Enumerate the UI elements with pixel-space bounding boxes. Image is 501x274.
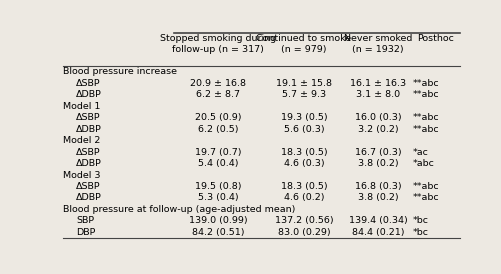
Text: ΔDBP: ΔDBP (76, 125, 102, 134)
Text: 19.1 ± 15.8: 19.1 ± 15.8 (276, 79, 331, 88)
Text: 19.7 (0.7): 19.7 (0.7) (195, 148, 241, 157)
Text: 4.6 (0.3): 4.6 (0.3) (283, 159, 324, 168)
Text: **abc: **abc (412, 193, 439, 202)
Text: 16.1 ± 16.3: 16.1 ± 16.3 (349, 79, 405, 88)
Text: ΔDBP: ΔDBP (76, 90, 102, 99)
Text: 3.8 (0.2): 3.8 (0.2) (357, 159, 397, 168)
Text: 139.4 (0.34): 139.4 (0.34) (348, 216, 406, 226)
Text: ΔDBP: ΔDBP (76, 193, 102, 202)
Text: 18.3 (0.5): 18.3 (0.5) (280, 182, 327, 191)
Text: *ac: *ac (412, 148, 428, 157)
Text: Posthoc: Posthoc (416, 34, 453, 43)
Text: **abc: **abc (412, 90, 439, 99)
Text: Never smoked
(n = 1932): Never smoked (n = 1932) (343, 34, 411, 54)
Text: 16.8 (0.3): 16.8 (0.3) (354, 182, 400, 191)
Text: 3.8 (0.2): 3.8 (0.2) (357, 193, 397, 202)
Text: *abc: *abc (412, 159, 434, 168)
Text: *bc: *bc (412, 228, 428, 237)
Text: Stopped smoking during
follow-up (n = 317): Stopped smoking during follow-up (n = 31… (160, 34, 276, 54)
Text: ΔSBP: ΔSBP (76, 182, 101, 191)
Text: **abc: **abc (412, 79, 439, 88)
Text: Model 2: Model 2 (63, 136, 100, 145)
Text: 16.0 (0.3): 16.0 (0.3) (354, 113, 400, 122)
Text: SBP: SBP (76, 216, 94, 226)
Text: *bc: *bc (412, 216, 428, 226)
Text: 83.0 (0.29): 83.0 (0.29) (277, 228, 330, 237)
Text: **abc: **abc (412, 125, 439, 134)
Text: 19.5 (0.8): 19.5 (0.8) (195, 182, 241, 191)
Text: 19.3 (0.5): 19.3 (0.5) (280, 113, 327, 122)
Text: 6.2 (0.5): 6.2 (0.5) (198, 125, 238, 134)
Text: 5.6 (0.3): 5.6 (0.3) (283, 125, 324, 134)
Text: DBP: DBP (76, 228, 96, 237)
Text: 5.4 (0.4): 5.4 (0.4) (198, 159, 238, 168)
Text: **abc: **abc (412, 182, 439, 191)
Text: ΔDBP: ΔDBP (76, 159, 102, 168)
Text: 5.7 ± 9.3: 5.7 ± 9.3 (282, 90, 325, 99)
Text: ΔSBP: ΔSBP (76, 113, 101, 122)
Text: Blood pressure increase: Blood pressure increase (63, 67, 176, 76)
Text: 16.7 (0.3): 16.7 (0.3) (354, 148, 400, 157)
Text: ΔSBP: ΔSBP (76, 148, 101, 157)
Text: 139.0 (0.99): 139.0 (0.99) (189, 216, 247, 226)
Text: Blood pressure at follow-up (age-adjusted mean): Blood pressure at follow-up (age-adjuste… (63, 205, 295, 214)
Text: 20.5 (0.9): 20.5 (0.9) (195, 113, 241, 122)
Text: Model 1: Model 1 (63, 102, 100, 111)
Text: 84.2 (0.51): 84.2 (0.51) (192, 228, 244, 237)
Text: 20.9 ± 16.8: 20.9 ± 16.8 (190, 79, 246, 88)
Text: 137.2 (0.56): 137.2 (0.56) (274, 216, 333, 226)
Text: 84.4 (0.21): 84.4 (0.21) (351, 228, 403, 237)
Text: Continued to smoke
(n = 979): Continued to smoke (n = 979) (256, 34, 351, 54)
Text: 3.1 ± 8.0: 3.1 ± 8.0 (355, 90, 399, 99)
Text: 3.2 (0.2): 3.2 (0.2) (357, 125, 397, 134)
Text: 4.6 (0.2): 4.6 (0.2) (283, 193, 324, 202)
Text: 5.3 (0.4): 5.3 (0.4) (198, 193, 238, 202)
Text: 18.3 (0.5): 18.3 (0.5) (280, 148, 327, 157)
Text: ΔSBP: ΔSBP (76, 79, 101, 88)
Text: **abc: **abc (412, 113, 439, 122)
Text: Model 3: Model 3 (63, 170, 100, 179)
Text: 6.2 ± 8.7: 6.2 ± 8.7 (196, 90, 240, 99)
